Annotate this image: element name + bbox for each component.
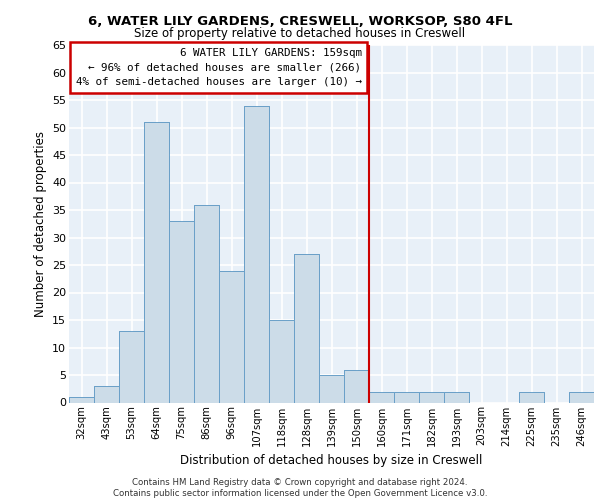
Text: 6, WATER LILY GARDENS, CRESWELL, WORKSOP, S80 4FL: 6, WATER LILY GARDENS, CRESWELL, WORKSOP… [88,15,512,28]
Bar [94,386,119,402]
Bar [344,370,369,402]
Y-axis label: Number of detached properties: Number of detached properties [34,130,47,317]
Bar [369,392,394,402]
Bar [169,221,194,402]
Bar [144,122,169,402]
Bar [144,122,169,402]
Bar [219,270,244,402]
Bar [94,386,119,402]
Bar [194,204,219,402]
Bar [419,392,444,402]
Bar [269,320,294,402]
Bar [369,392,394,402]
Bar [244,106,269,403]
Bar [319,375,344,402]
Bar [344,370,369,402]
Bar [519,392,544,402]
Bar [119,331,144,402]
X-axis label: Distribution of detached houses by size in Creswell: Distribution of detached houses by size … [181,454,482,467]
Bar [69,397,94,402]
Bar [219,270,244,402]
Bar [169,221,194,402]
Bar [119,331,144,402]
Bar [444,392,469,402]
Bar [519,392,544,402]
Bar [69,397,94,402]
Text: Contains HM Land Registry data © Crown copyright and database right 2024.
Contai: Contains HM Land Registry data © Crown c… [113,478,487,498]
Bar [394,392,419,402]
Bar [294,254,319,402]
Bar [294,254,319,402]
Bar [444,392,469,402]
Bar [269,320,294,402]
Bar [419,392,444,402]
Bar [569,392,594,402]
Bar [319,375,344,402]
Bar [569,392,594,402]
Text: Size of property relative to detached houses in Creswell: Size of property relative to detached ho… [134,28,466,40]
Bar [244,106,269,403]
Text: 6 WATER LILY GARDENS: 159sqm
← 96% of detached houses are smaller (266)
4% of se: 6 WATER LILY GARDENS: 159sqm ← 96% of de… [76,48,361,88]
Bar [194,204,219,402]
Bar [394,392,419,402]
